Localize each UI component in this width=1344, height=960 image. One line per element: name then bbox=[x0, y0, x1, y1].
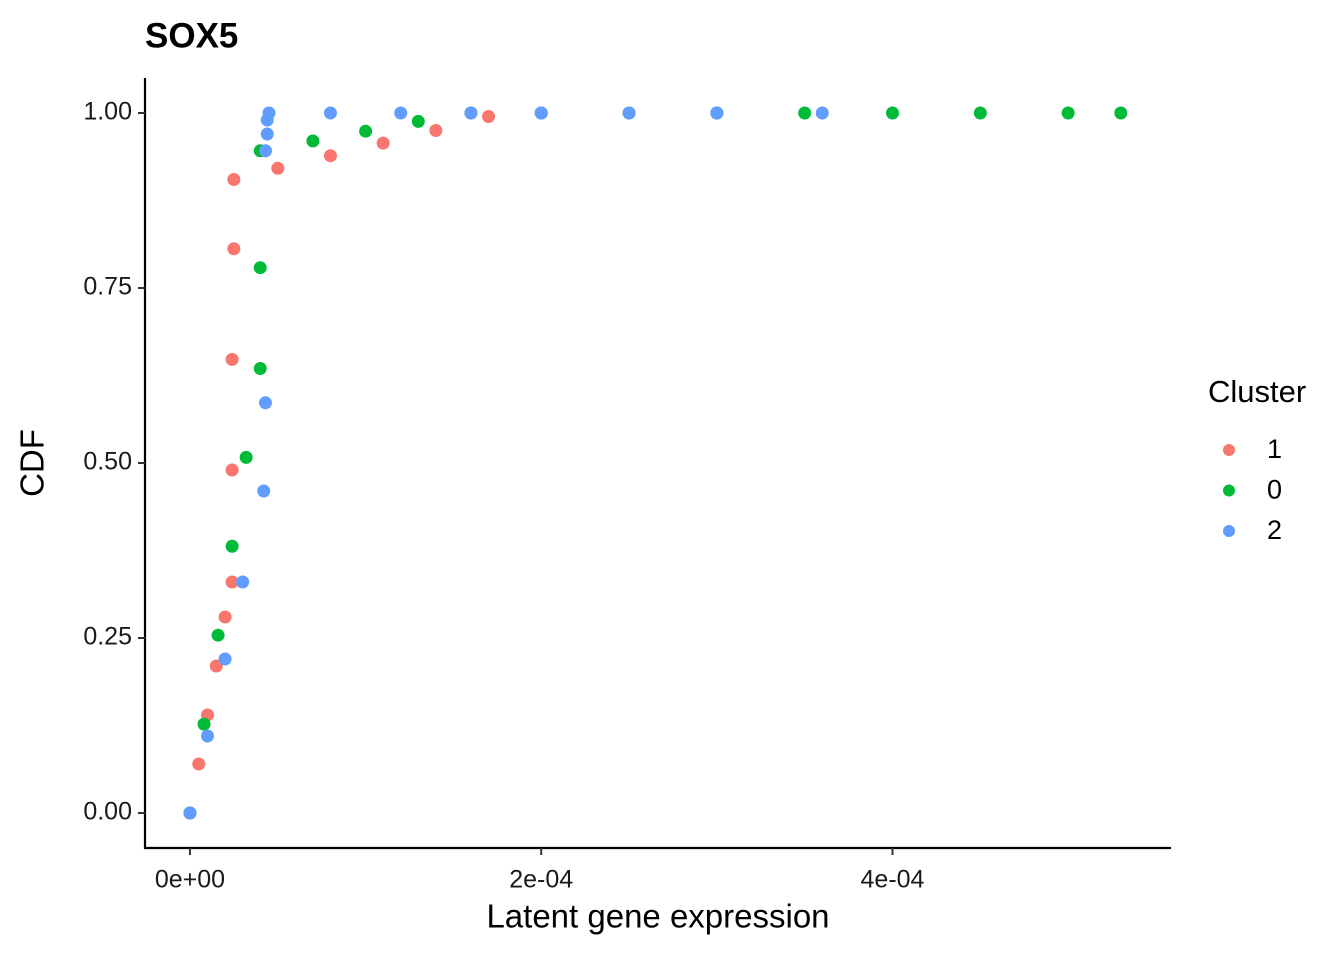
x-tick-label: 0e+00 bbox=[155, 866, 225, 894]
point bbox=[236, 575, 250, 589]
point bbox=[1114, 106, 1128, 120]
x-tick-label: 2e-04 bbox=[509, 866, 573, 894]
legend-label: 2 bbox=[1267, 515, 1282, 545]
point bbox=[359, 124, 373, 138]
point bbox=[227, 173, 241, 186]
y-tick-label: 1.00 bbox=[83, 98, 132, 126]
point bbox=[201, 729, 215, 743]
point bbox=[253, 261, 267, 275]
point bbox=[885, 106, 899, 120]
point bbox=[271, 161, 285, 175]
point bbox=[225, 539, 239, 553]
x-tick-label: 4e-04 bbox=[861, 866, 925, 894]
point bbox=[260, 127, 274, 141]
point bbox=[323, 106, 337, 120]
point bbox=[411, 114, 425, 128]
legend-title: Cluster bbox=[1208, 374, 1306, 409]
legend-marker bbox=[1223, 484, 1235, 497]
point bbox=[209, 659, 223, 673]
y-tick-label: 0.75 bbox=[83, 273, 132, 301]
legend-label: 1 bbox=[1267, 434, 1282, 464]
point bbox=[534, 106, 548, 120]
point bbox=[429, 124, 443, 137]
point bbox=[211, 628, 225, 642]
point bbox=[183, 806, 197, 820]
legend-marker bbox=[1223, 444, 1235, 456]
chart-title: SOX5 bbox=[145, 16, 238, 55]
point bbox=[218, 610, 232, 624]
point bbox=[227, 242, 241, 256]
point bbox=[1061, 106, 1075, 120]
point bbox=[622, 106, 636, 120]
point bbox=[798, 106, 812, 120]
point bbox=[973, 106, 987, 120]
point bbox=[306, 134, 320, 148]
point bbox=[192, 757, 206, 771]
y-tick-label: 0.50 bbox=[83, 448, 132, 476]
point bbox=[710, 106, 724, 120]
point bbox=[225, 575, 239, 589]
point bbox=[258, 396, 272, 410]
point bbox=[262, 106, 276, 120]
x-axis-label: Latent gene expression bbox=[486, 898, 829, 935]
y-tick-label: 0.25 bbox=[83, 623, 132, 651]
point bbox=[257, 484, 271, 498]
point bbox=[225, 352, 239, 366]
point bbox=[376, 136, 390, 150]
legend-marker bbox=[1223, 525, 1235, 537]
point bbox=[482, 110, 496, 123]
point bbox=[225, 463, 239, 477]
point bbox=[258, 144, 272, 158]
legend-label: 0 bbox=[1267, 475, 1282, 505]
y-axis-label: CDF bbox=[14, 429, 51, 497]
point bbox=[323, 149, 337, 163]
point bbox=[394, 106, 408, 120]
y-tick-label: 0.00 bbox=[83, 798, 132, 826]
point bbox=[253, 362, 267, 375]
point bbox=[239, 450, 253, 464]
point bbox=[815, 106, 829, 120]
point bbox=[218, 652, 232, 666]
point bbox=[197, 717, 211, 731]
point bbox=[464, 106, 478, 120]
